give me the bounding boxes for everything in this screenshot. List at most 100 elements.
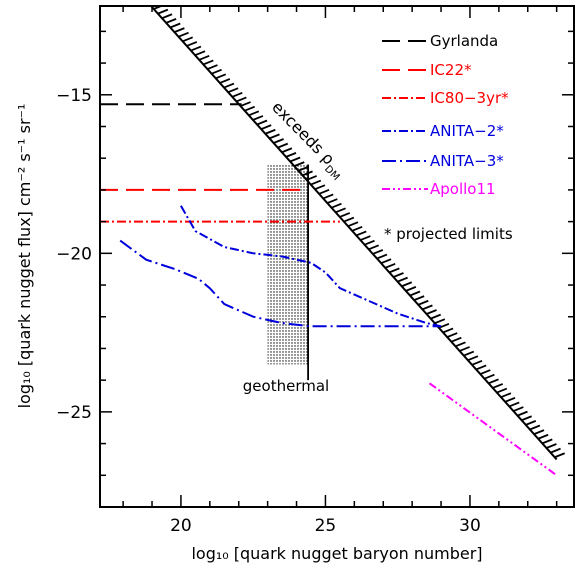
dm-boundary-hatch bbox=[484, 373, 495, 380]
dm-boundary-hatch bbox=[285, 152, 297, 158]
dm-boundary-hatch bbox=[190, 45, 202, 52]
dm-boundary-hatch bbox=[533, 429, 545, 435]
plot-frame bbox=[99, 5, 575, 508]
dm-boundary-hatch bbox=[223, 82, 235, 89]
legend-label-ic22: IC22* bbox=[430, 61, 472, 79]
dm-boundary-hatch bbox=[347, 221, 359, 228]
dm-boundary-hatch bbox=[236, 96, 247, 103]
dm-boundary-hatch bbox=[248, 110, 260, 117]
dm-boundary-hatch bbox=[227, 87, 239, 94]
dm-boundary-hatch bbox=[207, 64, 218, 70]
dm-boundary-hatch bbox=[492, 383, 504, 389]
dm-boundary-hatch bbox=[401, 281, 413, 288]
series-anita-3-line bbox=[119, 239, 441, 328]
dm-boundary-hatch bbox=[186, 41, 198, 47]
dm-boundary-hatch bbox=[289, 156, 301, 163]
legend-label-anita3: ANITA−3* bbox=[430, 152, 504, 170]
dm-boundary-hatch bbox=[467, 355, 479, 362]
series-anita-2-line bbox=[180, 205, 442, 328]
dm-boundary-hatch bbox=[389, 267, 400, 274]
dm-boundary-hatch bbox=[541, 438, 553, 445]
projected-limits-note: * projected limits bbox=[384, 225, 513, 243]
dm-boundary-hatch bbox=[277, 142, 289, 149]
dm-boundary-hatch bbox=[211, 68, 222, 75]
dm-boundary-hatch bbox=[203, 59, 214, 66]
dm-boundary-hatch bbox=[194, 50, 206, 57]
dm-boundary-hatch bbox=[376, 253, 388, 260]
dm-boundary-hatch bbox=[322, 193, 334, 200]
dm-boundary-hatch bbox=[504, 396, 516, 403]
dm-boundary-hatch bbox=[150, 0, 160, 4]
dm-boundary-hatch bbox=[451, 336, 462, 343]
dm-boundary-hatch bbox=[252, 115, 264, 121]
dm-boundary-hatch bbox=[293, 161, 305, 167]
dm-boundary-hatch bbox=[169, 22, 181, 29]
dm-boundary-hatch bbox=[384, 262, 396, 269]
dm-boundary-hatch bbox=[306, 175, 318, 181]
dm-boundary-hatch bbox=[355, 230, 367, 237]
dm-boundary-hatch bbox=[343, 216, 355, 223]
dm-boundary-hatch bbox=[459, 346, 470, 352]
dm-boundary-hatch bbox=[327, 198, 338, 204]
dm-boundary-hatch bbox=[281, 147, 293, 154]
dm-boundary-hatch bbox=[525, 420, 537, 426]
x-tick-label: 30 bbox=[459, 516, 481, 536]
dm-boundary-hatch bbox=[198, 54, 210, 61]
dm-boundary-hatch bbox=[546, 443, 557, 449]
dm-boundary-hatch bbox=[430, 313, 442, 320]
dm-boundary-hatch bbox=[380, 258, 392, 264]
dm-boundary-hatch bbox=[537, 433, 549, 440]
dm-boundary-hatch bbox=[393, 272, 404, 278]
dm-boundary-hatch bbox=[479, 369, 491, 375]
dm-boundary-hatch bbox=[178, 31, 189, 38]
y-axis-title: log₁₀ [quark nugget flux] cm⁻² s⁻¹ sr⁻¹ bbox=[15, 104, 34, 409]
x-tick-label: 25 bbox=[315, 516, 337, 536]
dm-boundary-hatch bbox=[182, 36, 194, 43]
dm-boundary-hatch bbox=[331, 202, 342, 209]
dm-boundary-hatch bbox=[372, 249, 384, 255]
dm-boundary-hatch bbox=[318, 189, 330, 195]
dm-boundary-hatch bbox=[364, 239, 375, 246]
dm-boundary-hatch bbox=[219, 78, 231, 84]
dm-boundary-hatch bbox=[434, 318, 446, 325]
dm-boundary-hatch bbox=[529, 424, 541, 431]
dm-boundary-hatch bbox=[161, 13, 173, 20]
dm-boundary-hatch bbox=[405, 286, 417, 292]
dm-boundary-hatch bbox=[314, 184, 326, 191]
dm-boundary-hatch bbox=[351, 225, 363, 232]
dm-boundary-hatch bbox=[310, 179, 322, 186]
y-tick-label: −25 bbox=[56, 403, 92, 423]
dm-boundary-hatch bbox=[475, 364, 487, 371]
legend-label-ic80: IC80−3yr* bbox=[430, 89, 509, 107]
dm-boundary-hatch bbox=[244, 105, 256, 112]
dm-boundary-hatch bbox=[273, 138, 284, 144]
geothermal-region bbox=[267, 164, 309, 365]
dm-boundary-hatch bbox=[455, 341, 466, 348]
dm-boundary-hatch bbox=[554, 452, 566, 459]
dm-boundary-hatch bbox=[260, 124, 272, 130]
dm-boundary-hatch bbox=[215, 73, 227, 80]
dm-boundary-hatch bbox=[397, 276, 408, 283]
dm-boundary-hatch bbox=[496, 387, 508, 394]
dm-boundary-hatch bbox=[339, 212, 351, 218]
dm-boundary-hatch bbox=[446, 332, 458, 338]
dm-boundary-hatch bbox=[157, 8, 169, 15]
dm-boundary-hatch bbox=[422, 304, 433, 311]
dm-boundary-hatch bbox=[426, 309, 437, 315]
dm-boundary-hatch bbox=[269, 133, 280, 140]
dm-boundary-hatch bbox=[335, 207, 346, 214]
legend-label-anita2: ANITA−2* bbox=[430, 122, 504, 140]
dm-boundary-hatch bbox=[298, 165, 309, 172]
dm-boundary-hatch bbox=[521, 415, 532, 422]
dm-boundary-hatch bbox=[508, 401, 520, 408]
legend: Gyrlanda IC22* IC80−3yr* ANITA−2* ANITA−… bbox=[382, 32, 513, 243]
x-tick-label: 20 bbox=[170, 516, 192, 536]
dm-boundary-hatch bbox=[409, 290, 421, 297]
dm-boundary-label-main: exceeds ρ bbox=[268, 97, 338, 168]
dm-boundary-hatch bbox=[513, 406, 524, 412]
dm-boundary-hatch bbox=[368, 244, 380, 251]
dm-boundary-hatch bbox=[471, 359, 483, 366]
x-axis-title: log₁₀ [quark nugget baryon number] bbox=[191, 544, 482, 563]
legend-label-apollo11: Apollo11 bbox=[430, 180, 496, 198]
